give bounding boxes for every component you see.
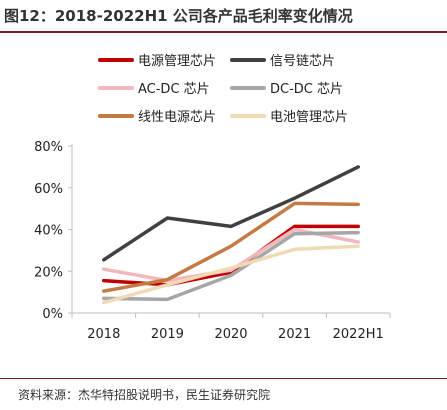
y-tick-label: 20% [34,265,63,280]
chart-title: 图12：2018-2022H1 公司各产品毛利率变化情况 [4,7,353,25]
series-line [102,244,360,305]
series-line [102,165,360,262]
y-tick-label: 0% [42,307,63,322]
legend-label: 电池管理芯片 [270,110,348,125]
axes: 0% 20% 40% 60% 80% 2018 2019 2020 2021 2022H1 [34,140,391,342]
y-tick-label: 60% [34,182,63,197]
x-tick-label: 2019 [151,327,184,342]
legend-label: 线性电源芯片 [138,110,216,125]
x-tick-label: 2021 [278,327,311,342]
legend-label: AC-DC 芯片 [138,82,210,97]
y-tick-label: 40% [34,224,63,239]
y-tick-label: 80% [34,140,63,155]
x-tick-label: 2022H1 [333,327,384,342]
source-note: 资料来源：杰华特招股说明书，民生证券研究院 [18,388,271,402]
title-divider [0,31,447,33]
legend-label: DC-DC 芯片 [270,82,343,97]
legend-label: 信号链芯片 [270,54,335,69]
legend-label: 电源管理芯片 [138,54,216,69]
x-tick-label: 2018 [87,327,120,342]
series-lines [102,165,360,305]
series-line [102,230,360,302]
x-tick-label: 2020 [214,327,247,342]
footer-divider [0,378,447,379]
series-line [102,201,360,293]
